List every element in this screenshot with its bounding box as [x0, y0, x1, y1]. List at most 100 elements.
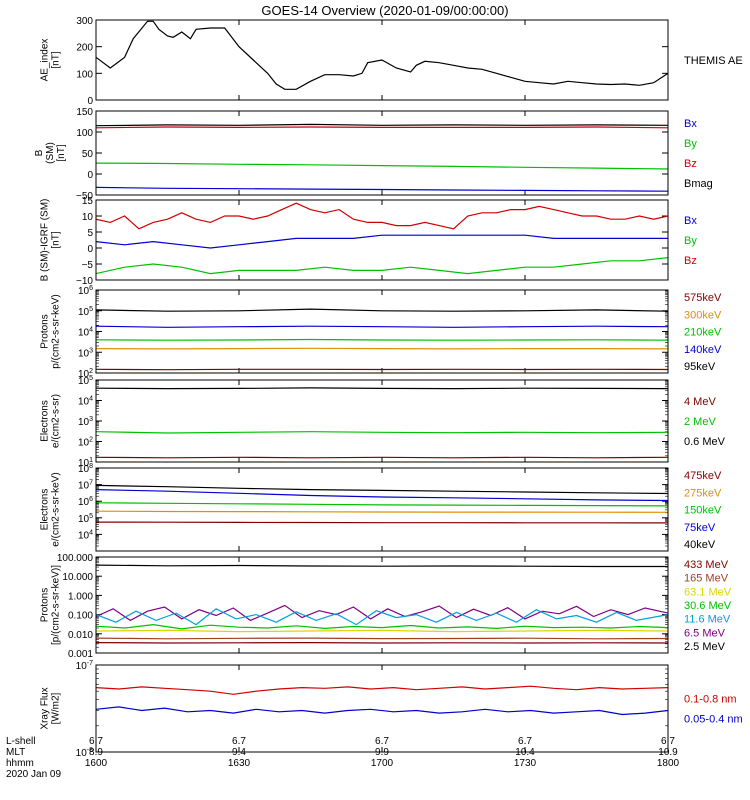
series-group: [96, 484, 668, 524]
y-tick-label: 0.001: [68, 649, 93, 660]
panel-frame: [95, 19, 669, 101]
series-line-11-6-MeV: [96, 608, 668, 626]
x-row-label: MLT: [6, 747, 25, 758]
series-line-95keV: [96, 308, 668, 312]
y-tick-label: 102: [78, 368, 93, 380]
series-group: [96, 387, 668, 459]
panel-frame: [95, 664, 669, 753]
panel-frame: [95, 199, 669, 281]
series-line-Bx: [96, 234, 668, 249]
legend-entry: By: [684, 235, 697, 247]
series-line-63-1-MeV: [96, 629, 668, 633]
legend-entry: Bmag: [684, 178, 713, 190]
x-row-label: hhmm: [6, 758, 34, 769]
series-line-Bz: [96, 202, 668, 230]
legend-entry: 95keV: [684, 361, 716, 373]
y-tick-label: 0: [87, 170, 93, 181]
series-group: [96, 308, 668, 371]
legend-entry: THEMIS AE: [684, 55, 743, 67]
series-line-40keV: [96, 484, 668, 495]
x-tick-label-mlt: 10.9: [658, 747, 678, 758]
legend-entry: 11.6 MeV: [684, 614, 731, 626]
x-tick-label-mlt: 9.9: [375, 747, 389, 758]
legend-entry: 6.5 MeV: [684, 627, 726, 639]
y-tick-label: −50: [76, 191, 93, 202]
y-tick-label: 104: [78, 327, 93, 339]
y-tick-label: 300: [76, 16, 93, 27]
series-line-30-6-MeV: [96, 623, 668, 630]
series-group: [96, 20, 668, 90]
x-tick-label-mlt: 9.4: [232, 747, 246, 758]
y-tick-label: 0: [87, 244, 93, 255]
y-axis-label: Electronse/(cm2-s-sr-keV): [40, 472, 62, 546]
legend-entry: 2 MeV: [684, 416, 716, 428]
panel-3: −10 −5 0 5 10 15 B (SM)-IGRF (SM)[nT] Bx By Bz: [40, 196, 698, 287]
x-tick-label-hhmm: 1600: [85, 758, 108, 769]
y-tick-label: 105: [78, 513, 93, 525]
series-line-6-5-MeV: [96, 604, 668, 622]
y-tick-label: 100.000: [57, 553, 94, 564]
series-line-150keV: [96, 502, 668, 507]
legend-entry: Bx: [684, 118, 697, 130]
series-group: [96, 685, 668, 716]
y-tick-label: 107: [78, 480, 93, 492]
y-axis-label: Protonsp/(cm2-s-sr-keV): [40, 294, 62, 368]
series-group: [96, 564, 668, 644]
series-line-Bx: [96, 186, 668, 192]
y-tick-label: 200: [76, 43, 93, 54]
y-tick-label: 100: [76, 128, 93, 139]
panel-frame: [95, 556, 669, 654]
y-axis-label: Protons[p/(cm2-s-sr-keV)]: [40, 565, 62, 645]
x-tick-label-hhmm: 1630: [228, 758, 251, 769]
legend-entry: 575keV: [684, 292, 722, 304]
panel-frame: [95, 379, 669, 463]
y-tick-label: 0: [87, 96, 93, 107]
y-tick-label: 104: [78, 529, 93, 541]
series-line-By: [96, 257, 668, 275]
legend-entry: Bz: [684, 255, 697, 267]
series-group: [96, 123, 668, 192]
series-line-75keV: [96, 489, 668, 502]
series-line-210keV: [96, 338, 668, 341]
y-tick-label: 10.000: [62, 572, 93, 583]
y-tick-label: −10: [76, 276, 93, 287]
series-line-4-MeV: [96, 456, 668, 459]
y-axis-label: B (SM)-IGRF (SM)[nT]: [40, 199, 62, 282]
series-line-THEMIS-AE: [96, 20, 668, 90]
x-tick-label-mlt: 10.4: [515, 747, 535, 758]
legend-entry: 63.1 MeV: [684, 586, 732, 598]
y-axis-label: Xray Flux[W/m2]: [40, 687, 62, 729]
legend-entry: 0.6 MeV: [684, 436, 726, 448]
x-tick-label-hhmm: 1700: [371, 758, 394, 769]
y-tick-label: 102: [78, 437, 93, 449]
legend-entry: 40keV: [684, 539, 716, 551]
series-line-165-MeV: [96, 637, 668, 640]
y-tick-label: 150: [76, 107, 93, 118]
legend-entry: 0.05-0.4 nm: [684, 714, 743, 726]
y-tick-label: 106: [78, 496, 93, 508]
y-tick-label: 10-8: [76, 747, 93, 759]
x-tick-label-mlt: 8.9: [89, 747, 103, 758]
panel-2: −50 0 50 100 150 B(SM)[nT] Bx By Bz Bmag: [34, 107, 713, 202]
y-axis-label: Electronse/(cm2-s-sr): [40, 394, 62, 448]
series-line-By: [96, 162, 668, 170]
figure-title: GOES-14 Overview (2020-01-09/00:00:00): [261, 3, 508, 18]
x-tick-label-lshell: 6.7: [232, 736, 246, 747]
y-tick-label: 105: [78, 375, 93, 387]
series-line-140keV: [96, 325, 668, 328]
legend-entry: By: [684, 138, 697, 150]
panel-1: 0 100 200 300 AE_index[nT] THEMIS AE: [40, 16, 743, 107]
legend-entry: 433 MeV: [684, 559, 729, 571]
date-label: 2020 Jan 09: [6, 769, 61, 780]
panel-4: 102 103 104 105 106 Protonsp/(cm2-s-sr-keV) 57…: [40, 285, 722, 380]
x-tick-label-hhmm: 1730: [514, 758, 537, 769]
series-line-Bmag: [96, 123, 668, 127]
x-tick-label-hhmm: 1800: [657, 758, 680, 769]
legend-entry: 4 MeV: [684, 396, 716, 408]
series-line-0-6-MeV: [96, 387, 668, 390]
y-tick-label: 108: [78, 463, 93, 475]
panel-frame: [95, 467, 669, 552]
series-line-2-5-MeV: [96, 564, 668, 568]
